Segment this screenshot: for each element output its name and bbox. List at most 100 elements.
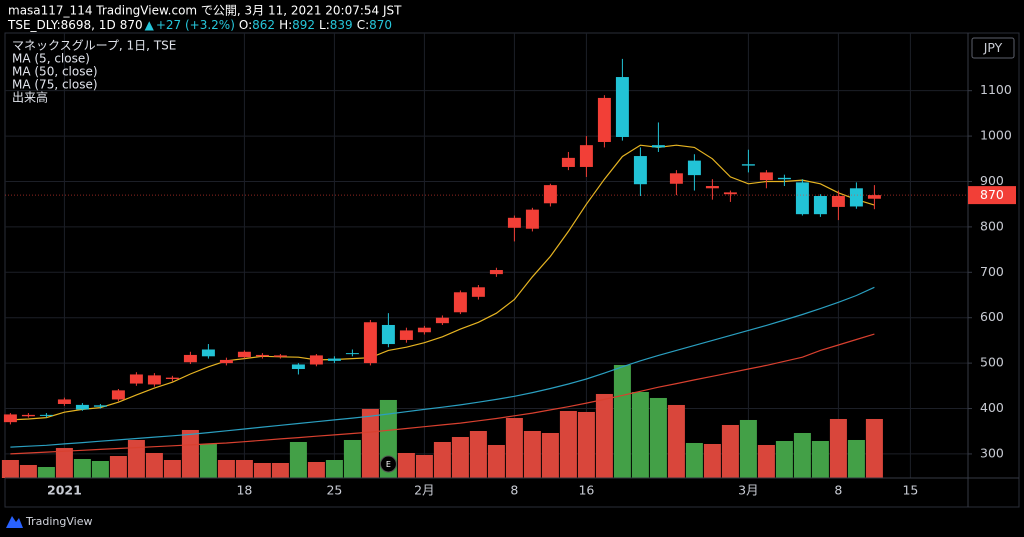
legend-entry: MA (50, close) <box>12 65 98 79</box>
candle-body <box>435 317 449 324</box>
candle-body <box>579 145 593 167</box>
legend-entry: MA (5, close) <box>12 52 90 66</box>
candle-body <box>507 217 521 228</box>
y-tick-label: 1100 <box>980 82 1012 97</box>
volume-bar <box>253 462 271 478</box>
y-tick-label: 1000 <box>980 128 1012 143</box>
ohlc-label: L: <box>319 18 330 32</box>
ohlc-label: H: <box>279 18 292 32</box>
x-tick-label: 18 <box>236 483 252 498</box>
candle-body <box>453 292 467 313</box>
volume-bar <box>397 452 415 478</box>
candle-body <box>867 195 881 199</box>
volume-bar <box>541 432 559 478</box>
volume-bar <box>667 404 685 478</box>
x-tick-label: 25 <box>326 483 342 498</box>
candle-body <box>543 185 557 204</box>
y-tick-label: 900 <box>980 173 1004 188</box>
volume-bar <box>433 441 451 478</box>
logo-icon <box>6 516 23 528</box>
volume-bar <box>469 430 487 478</box>
volume-bar <box>163 459 181 478</box>
x-tick-label: 8 <box>510 483 518 498</box>
ohlc-label: O: <box>239 18 252 32</box>
volume-bar <box>343 439 361 478</box>
candle-body <box>237 351 251 358</box>
candle-body <box>3 414 17 423</box>
volume-bar <box>37 466 55 478</box>
volume-bar <box>703 443 721 478</box>
footer-text: TradingView <box>25 515 92 528</box>
volume-bar <box>649 397 667 478</box>
volume-bar <box>613 364 631 478</box>
candle-body <box>21 414 35 417</box>
candle-body <box>777 177 791 180</box>
candle-body <box>75 404 89 410</box>
volume-bar <box>865 418 883 478</box>
candle-body <box>525 209 539 229</box>
volume-bar <box>505 417 523 478</box>
currency-box[interactable] <box>971 37 1015 59</box>
candle-body <box>309 355 323 365</box>
volume-bar <box>1 459 19 478</box>
volume-bar <box>181 429 199 478</box>
volume-bar <box>235 459 253 478</box>
candle-body <box>345 353 359 355</box>
candle-body <box>561 157 575 167</box>
candle-body <box>201 349 215 357</box>
y-tick-label: 800 <box>980 218 1004 233</box>
volume-bar <box>847 439 865 478</box>
earnings-marker <box>379 455 397 473</box>
ma-line <box>10 286 875 448</box>
volume-bar <box>91 460 109 478</box>
volume-bar <box>55 447 73 478</box>
change: +27 (+3.2%) <box>156 18 235 32</box>
candle-body <box>93 405 107 407</box>
candle-body <box>219 359 233 364</box>
candle-body <box>471 287 485 297</box>
y-tick-label: 500 <box>980 355 1004 370</box>
candle-body <box>165 377 179 380</box>
volume-bar <box>451 436 469 478</box>
candle-body <box>255 354 269 357</box>
candles <box>3 58 881 425</box>
volume-bar <box>757 444 775 478</box>
volume-bar <box>289 441 307 478</box>
high-value: 892 <box>292 18 315 32</box>
candle-body <box>741 164 755 166</box>
x-tick-label: 15 <box>902 483 918 498</box>
legend-entry: MA (75, close) <box>12 78 98 92</box>
ma-line <box>10 333 875 455</box>
x-tick-label: 3月 <box>738 483 758 498</box>
x-tick-label: 8 <box>834 483 842 498</box>
volume-bar <box>307 461 325 478</box>
volume-bar <box>361 408 379 478</box>
volume-bar <box>415 454 433 478</box>
volume-bar <box>595 393 613 478</box>
candle-body <box>39 414 53 416</box>
candle-body <box>57 399 71 404</box>
candle-body <box>615 77 629 137</box>
y-tick-label: 600 <box>980 309 1004 324</box>
volume-bar <box>487 444 505 478</box>
candle-body <box>381 324 395 345</box>
candle-body <box>651 145 665 148</box>
candle-body <box>849 188 863 207</box>
footer-logo <box>6 516 23 528</box>
candle-body <box>399 330 413 340</box>
volume-bar <box>325 459 343 478</box>
volume-bar <box>73 458 91 478</box>
header-line2: TSE_DLY:8698, 1D 870 ▲ +27 (+3.2%) O:862 H:89… <box>7 18 392 32</box>
volume-bar <box>739 419 757 478</box>
overlay: E <box>5 194 968 473</box>
last-price: 870 <box>120 18 143 32</box>
volume-bar <box>811 440 829 478</box>
earnings-label: E <box>386 460 391 469</box>
candle-body <box>363 322 377 364</box>
candle-body <box>687 160 701 176</box>
candle-body <box>111 390 125 400</box>
x-tick-label: 2021 <box>47 483 82 498</box>
legend-title: マネックスグループ, 1日, TSE <box>12 39 176 53</box>
ma-line <box>10 144 875 421</box>
